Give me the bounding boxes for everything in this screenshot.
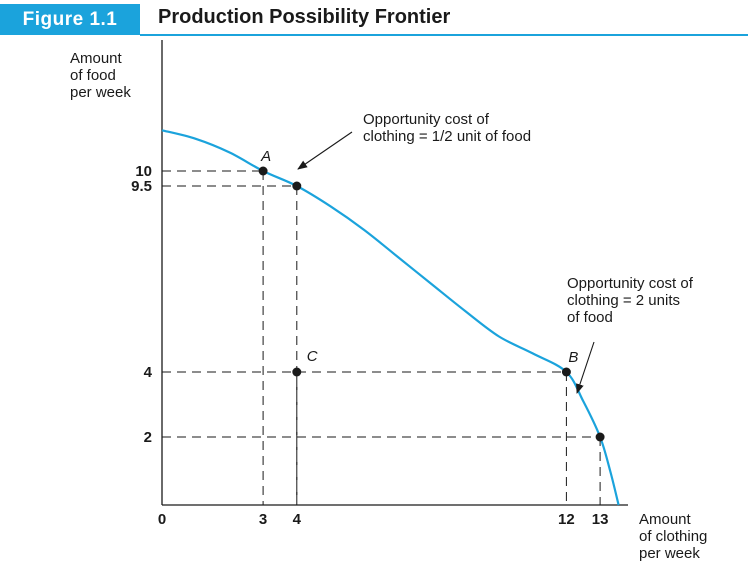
- y-axis-title-line: Amount: [70, 50, 123, 67]
- data-point-4: [595, 432, 605, 442]
- y-axis-title-line: of food: [70, 67, 116, 84]
- figure-header: Figure 1.1 Production Possibility Fronti…: [0, 0, 748, 38]
- point-label-c: C: [307, 348, 318, 365]
- y-tick-label: 4: [144, 364, 153, 381]
- x-axis-title-line: of clothing: [639, 528, 707, 545]
- annotation-half-unit-line: clothing = 1/2 unit of food: [363, 128, 531, 145]
- x-tick-label: 13: [592, 511, 609, 528]
- figure-title: Production Possibility Frontier: [158, 6, 451, 28]
- y-axis-title-line: per week: [70, 84, 131, 101]
- data-point-1: [292, 181, 302, 191]
- x-axis-title-line: Amount: [639, 511, 692, 528]
- data-point-a: [258, 166, 268, 176]
- x-tick-label: 12: [558, 511, 575, 528]
- annotation-two-units-line: clothing = 2 units: [567, 292, 680, 309]
- data-point-c: [292, 367, 302, 377]
- point-label-b: B: [568, 349, 578, 366]
- annotation-arrow-b: [576, 341, 595, 394]
- figure-badge: Figure 1.1: [0, 4, 140, 35]
- x-tick-label: 0: [158, 511, 166, 528]
- header-rule: [140, 34, 748, 36]
- annotation-two-units-line: of food: [567, 309, 613, 326]
- annotation-arrow-a: [297, 131, 353, 170]
- x-tick-label: 3: [259, 511, 267, 528]
- point-label-a: A: [260, 148, 271, 165]
- y-tick-label: 9.5: [131, 178, 152, 195]
- data-point-b: [561, 367, 571, 377]
- ppf-curve: [161, 129, 620, 506]
- annotation-two-units-line: Opportunity cost of: [567, 275, 694, 292]
- annotation-half-unit-line: Opportunity cost of: [363, 111, 490, 128]
- y-tick-label: 2: [144, 429, 152, 446]
- x-axis-title-line: per week: [639, 545, 700, 562]
- y-tick-label: 10: [135, 163, 152, 180]
- x-tick-label: 4: [293, 511, 302, 528]
